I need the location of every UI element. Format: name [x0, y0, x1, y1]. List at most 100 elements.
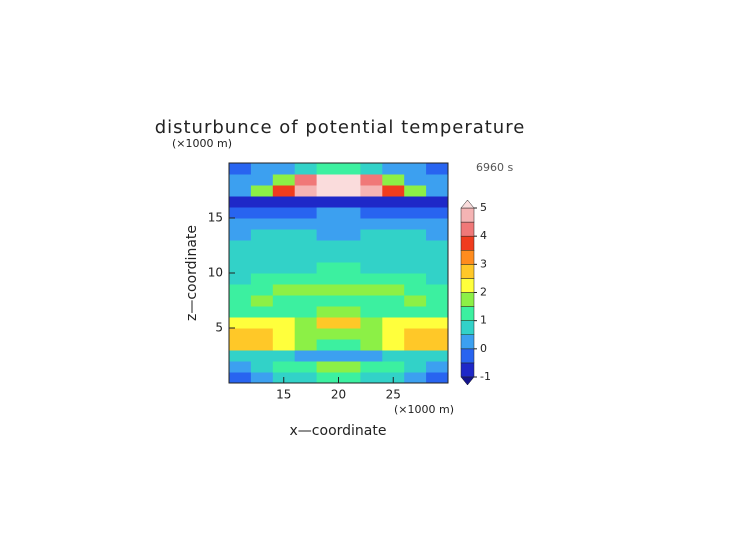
field-cell [360, 174, 383, 186]
field-cell [404, 295, 427, 307]
field-cell [272, 328, 296, 340]
field-cell [250, 185, 274, 197]
field-cell [360, 339, 383, 351]
field-cell [316, 361, 339, 373]
field-cell [316, 229, 339, 241]
field-cell [360, 350, 383, 362]
field-cell [404, 240, 427, 252]
y-axis-label: z—coordinate [184, 225, 200, 321]
field-cell [404, 229, 427, 241]
y-unit: (×1000 m) [172, 137, 232, 150]
field-cell [360, 251, 383, 263]
field-cell [382, 251, 405, 263]
colorbar-band [460, 292, 475, 307]
field-cell [250, 207, 274, 219]
field-cell [338, 251, 361, 263]
field-cell [250, 306, 274, 318]
field-cell [382, 328, 405, 340]
colorbar-over [460, 199, 475, 209]
field-cell [250, 229, 274, 241]
field-cell [294, 174, 318, 186]
field-cell [360, 295, 383, 307]
y-tick-label: 15 [208, 211, 223, 225]
field-cell [294, 262, 318, 274]
field-cell [426, 295, 449, 307]
field-cell [382, 262, 405, 274]
chart-title: disturbunce of potential temperature [155, 117, 526, 138]
colorbar-label: 4 [480, 229, 487, 242]
field-cell [316, 372, 339, 384]
field-cell [294, 196, 318, 208]
field-cell [229, 361, 252, 373]
field-cell [338, 350, 361, 362]
y-tick-label: 5 [215, 321, 223, 335]
field-cell [382, 163, 405, 175]
field-cell [294, 306, 318, 318]
field-cell [229, 339, 252, 351]
field-cell [338, 284, 361, 296]
x-tick-label: 25 [386, 388, 401, 402]
field-cell [426, 273, 449, 285]
field-cell [272, 295, 296, 307]
field-cell [426, 328, 449, 340]
field-cell [382, 207, 405, 219]
colorbar-label: 3 [480, 257, 487, 270]
field-cell [338, 196, 361, 208]
field-cell [316, 196, 339, 208]
field-cell [294, 207, 318, 219]
field-cell [272, 163, 296, 175]
field-cell [272, 207, 296, 219]
field-cell [338, 372, 361, 384]
field-cell [272, 284, 296, 296]
field-cell [426, 372, 449, 384]
colorbar-label: 5 [480, 201, 487, 214]
field-cell [404, 284, 427, 296]
field-cell [360, 284, 383, 296]
field-cell [382, 229, 405, 241]
field-cell [360, 218, 383, 230]
field-cell [360, 372, 383, 384]
field-cell [272, 273, 296, 285]
field-cell [426, 251, 449, 263]
field-cell [404, 273, 427, 285]
field-cell [272, 251, 296, 263]
field-cell [229, 174, 252, 186]
field-cell [229, 350, 252, 362]
field-cell [338, 262, 361, 274]
colorbar-band [460, 334, 475, 350]
field-cell [316, 273, 339, 285]
field-cell [360, 273, 383, 285]
colorbar-band [460, 235, 475, 251]
colorbar-band [460, 250, 475, 265]
colorbar-label: -1 [480, 370, 491, 383]
field-cell [316, 306, 339, 318]
field-cell [272, 317, 296, 329]
field-cell [338, 361, 361, 373]
field-cell [338, 295, 361, 307]
time-label: 6960 s [476, 161, 513, 174]
field-cell [360, 328, 383, 340]
field-cell [360, 240, 383, 252]
field-cell [272, 361, 296, 373]
field-cell [272, 240, 296, 252]
field-cell [250, 361, 274, 373]
field-cell [272, 185, 296, 197]
field-cell [294, 317, 318, 329]
field-cell [404, 339, 427, 351]
field-cell [250, 339, 274, 351]
field-cell [338, 185, 361, 197]
field-cell [426, 284, 449, 296]
field-cell [360, 306, 383, 318]
colorbar-under [460, 376, 475, 386]
x-unit: (×1000 m) [394, 403, 454, 416]
colorbar-band [460, 320, 475, 335]
field-cell [294, 328, 318, 340]
field-cell [338, 306, 361, 318]
x-axis-label: x—coordinate [290, 423, 387, 439]
field-cell [316, 339, 339, 351]
field-cell [426, 174, 449, 186]
field-cell [426, 218, 449, 230]
field-cell [360, 229, 383, 241]
field-cell [229, 262, 252, 274]
field-cell [360, 262, 383, 274]
